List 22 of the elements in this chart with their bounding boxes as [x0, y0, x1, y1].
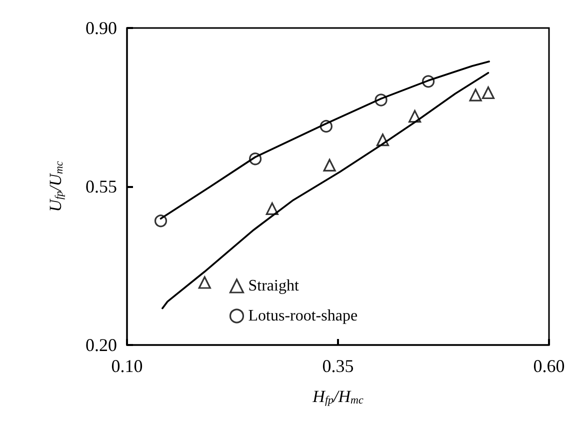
point [408, 110, 422, 123]
point [198, 276, 211, 289]
point [376, 134, 390, 146]
x-tick-label: 0.35 [322, 356, 354, 376]
point [320, 120, 332, 133]
point [249, 152, 262, 166]
point [374, 94, 388, 106]
point [266, 202, 278, 215]
y-tick-label: 0.90 [86, 18, 117, 38]
point [323, 158, 336, 172]
y-tick-label: 0.20 [86, 335, 117, 355]
point [482, 86, 495, 100]
legend-label: Straight [248, 278, 300, 294]
x-tick-label: 0.60 [533, 356, 565, 376]
legend-label: Lotus-root-shape [248, 308, 358, 324]
point [154, 214, 168, 228]
y-axis-title: Ufp/Umc [46, 161, 66, 212]
x-tick-label: 0.10 [111, 356, 143, 376]
line-series [162, 72, 490, 310]
point [422, 75, 435, 88]
y-tick-label: 0.55 [86, 176, 117, 196]
point [469, 88, 482, 102]
